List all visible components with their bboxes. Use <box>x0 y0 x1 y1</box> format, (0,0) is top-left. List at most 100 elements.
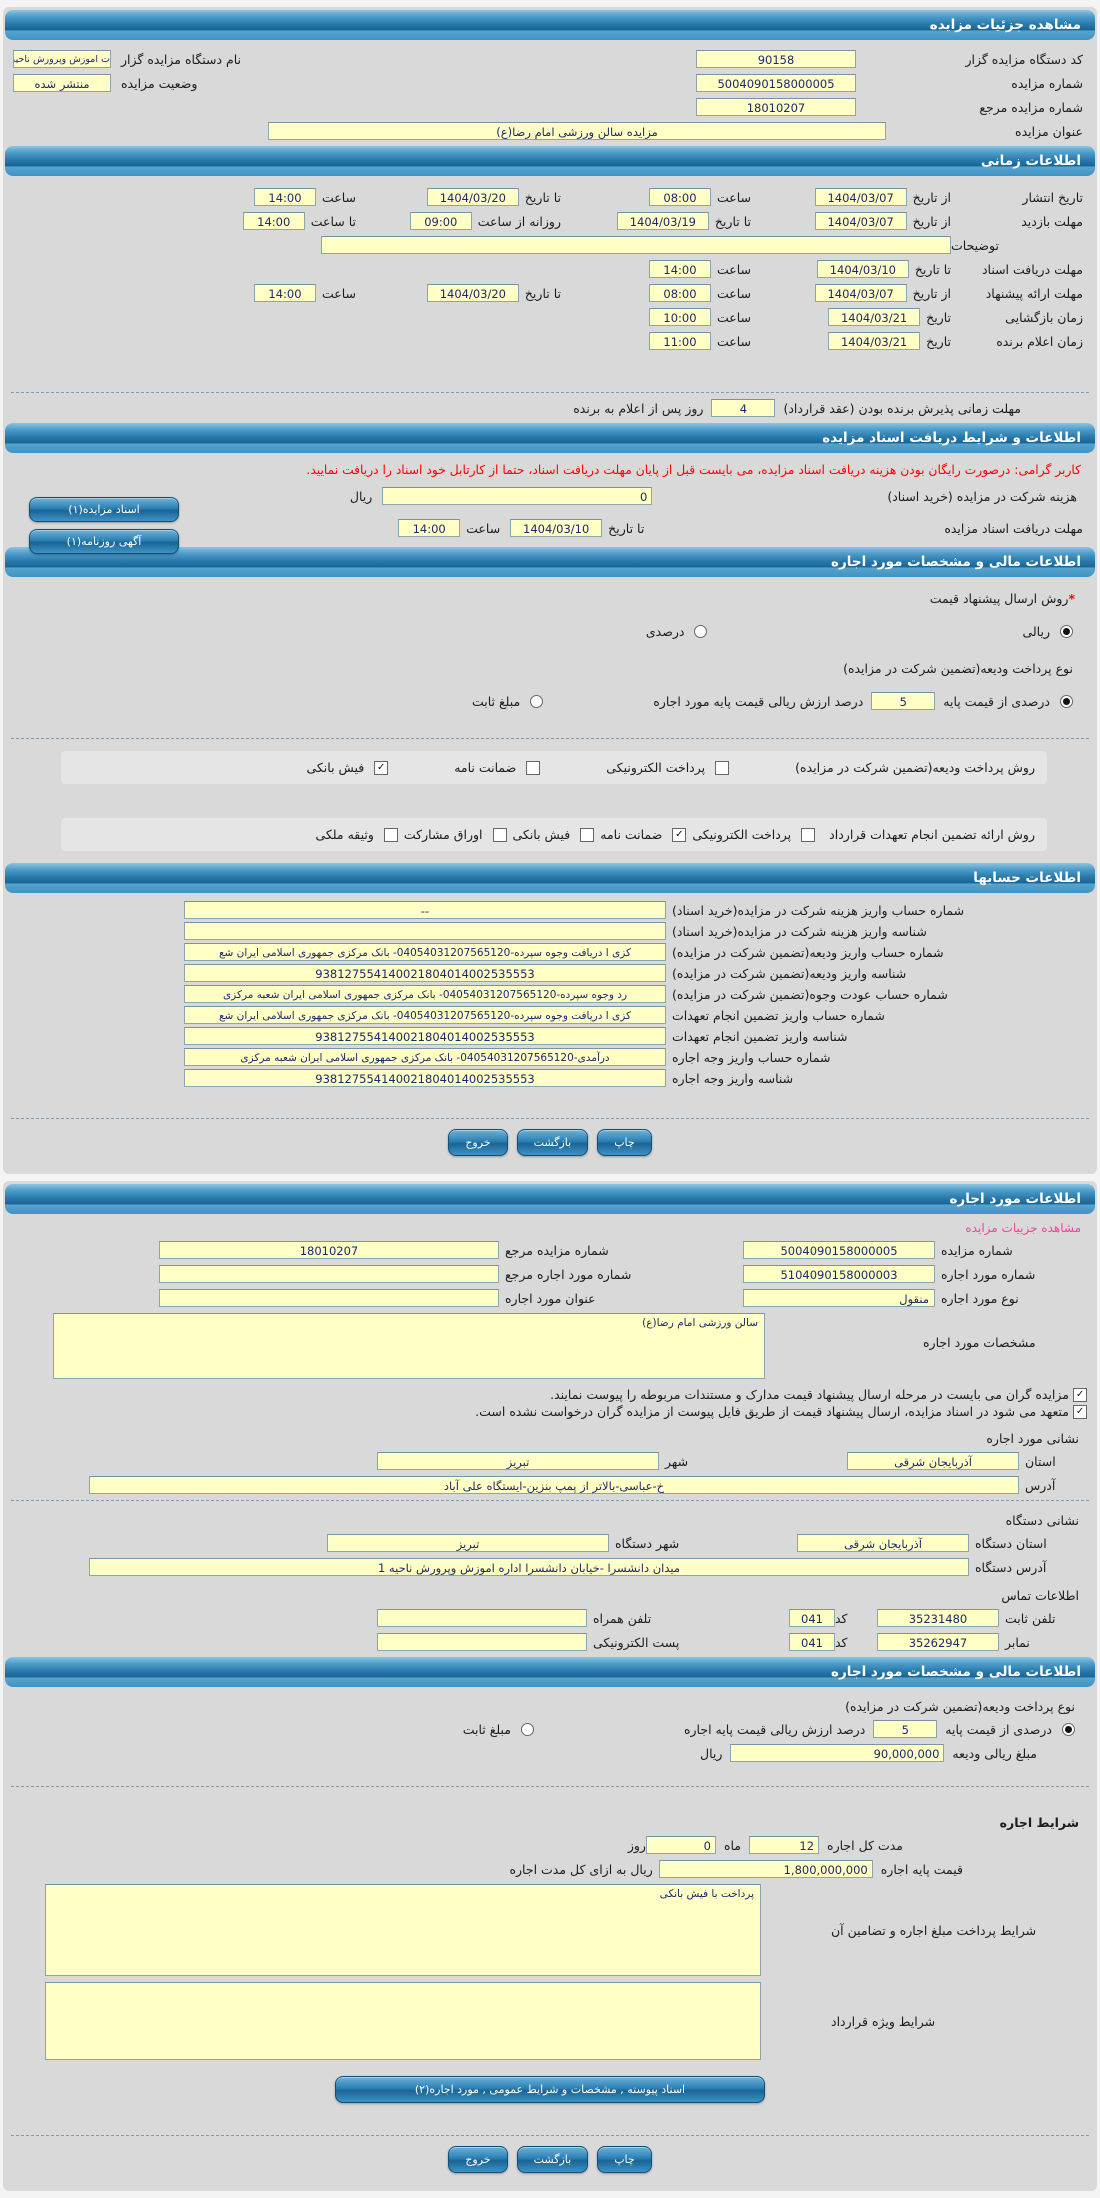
print-button-bottom[interactable]: چاپ <box>597 2146 652 2173</box>
visit-from-date-field[interactable]: 1404/03/07 <box>814 212 907 230</box>
auction-documents-button[interactable]: اسناد مزایده(۱) <box>29 497 179 522</box>
winner-date-field[interactable]: 1404/03/21 <box>828 332 921 350</box>
docs-receive-time-field[interactable]: 14:00 <box>398 519 461 537</box>
item-fixed-amount-radio[interactable] <box>520 1722 534 1736</box>
lease-months-field[interactable]: 12 <box>749 1836 820 1854</box>
print-button[interactable]: چاپ <box>597 1129 652 1156</box>
offer-from-time-field[interactable]: 08:00 <box>648 284 711 302</box>
publish-to-date-field[interactable]: 1404/03/20 <box>426 188 519 206</box>
publish-from-time-field[interactable]: 08:00 <box>648 188 711 206</box>
item-title-field[interactable] <box>159 1289 499 1307</box>
lease-days-field[interactable]: 0 <box>645 1836 716 1854</box>
exit-button-bottom[interactable]: خروج <box>448 2146 508 2173</box>
offer-deadline-row: مهلت ارائه پیشنهاد از تاریخ 1404/03/07 سا… <box>13 284 1083 302</box>
pay-terms-textarea[interactable]: پرداخت با فیش بانکی <box>45 1884 761 1976</box>
perf-epay-checkbox[interactable] <box>801 827 816 842</box>
auction-no-field[interactable]: 5004090158000005 <box>696 74 856 92</box>
docs-receive-date-field[interactable]: 1404/03/10 <box>510 519 603 537</box>
item-type-field[interactable]: منقول <box>743 1289 935 1307</box>
account-row-field[interactable]: -- <box>184 901 666 919</box>
item-spec-textarea[interactable]: سالن ورزشی امام رضا(ع) <box>53 1313 765 1379</box>
exit-button[interactable]: خروج <box>448 1129 508 1156</box>
participation-bonds-checkbox[interactable] <box>492 827 507 842</box>
device-address-field[interactable]: میدان دانشسرا -خیابان دانشسرا اداره اموز… <box>89 1558 969 1576</box>
fixed-amount-radio[interactable] <box>530 694 544 708</box>
account-row: شناسه واریز هزینه شرکت در مزایده(خرید اس… <box>13 922 1087 940</box>
performance-guarantee-label: روش ارائه تضمین انجام تعهدات قرارداد <box>829 827 1035 842</box>
email-field[interactable] <box>377 1633 587 1651</box>
percent-of-base-radio[interactable] <box>1060 694 1073 708</box>
device-code-label: کد دستگاه مزایده گزار <box>965 51 1083 67</box>
back-button[interactable]: بازگشت <box>516 1129 589 1156</box>
publish-to-time-field[interactable]: 14:00 <box>253 188 316 206</box>
deposit-amount-row: مبلغ ریالی ودیعه 90,000,000 ریال <box>13 1744 1083 1762</box>
city-field[interactable]: تبریز <box>377 1452 659 1470</box>
account-row-field[interactable]: کزی ا دریافت وجوه سپرده-0405403120756512… <box>184 943 666 961</box>
item-ref-no-field[interactable]: 18010207 <box>159 1241 499 1259</box>
deposit-amount-field[interactable]: 90,000,000 <box>730 1744 945 1762</box>
no-file-offer-checkbox[interactable] <box>1073 1404 1087 1419</box>
rial-option-radio[interactable] <box>1060 625 1073 638</box>
item-type-row: نوع مورد اجاره منقول عنوان مورد اجاره <box>13 1289 1083 1307</box>
visit-to-date-field[interactable]: 1404/03/19 <box>616 212 709 230</box>
address-field[interactable]: خ-عباسی-بالاتر از پمپ بنزین-ایستگاه علی … <box>89 1476 1019 1494</box>
visit-daily-from-field[interactable]: 09:00 <box>409 212 472 230</box>
epay-checkbox[interactable] <box>715 760 730 775</box>
account-row-field[interactable]: کزی ا دریافت وجوه سپرده-0405403120756512… <box>184 1006 666 1024</box>
account-row-field[interactable]: رد وجوه سپرده-04054031207565120- بانک مر… <box>184 985 666 1003</box>
attach-docs-checkbox[interactable] <box>1073 1387 1087 1402</box>
guarantee-letter-checkbox[interactable] <box>526 760 541 775</box>
province-field[interactable]: آذربایجان شرقی <box>847 1452 1019 1470</box>
account-row-field[interactable]: 938127554140021804014002535553 <box>184 964 666 982</box>
perf-guarantee-letter-checkbox[interactable] <box>672 827 687 842</box>
item-percent-of-base-radio[interactable] <box>1062 1722 1075 1736</box>
special-terms-textarea[interactable] <box>45 1982 761 2060</box>
opening-time-field[interactable]: 10:00 <box>648 308 711 326</box>
opening-date-field[interactable]: 1404/03/21 <box>828 308 921 326</box>
back-button-bottom[interactable]: بازگشت <box>516 2146 589 2173</box>
mobile-field[interactable] <box>377 1609 587 1627</box>
fax-code-field[interactable]: 041 <box>789 1633 835 1651</box>
percent-option-radio[interactable] <box>694 625 708 638</box>
special-terms-row: شرایط ویژه قرارداد <box>13 1982 1083 2060</box>
phone-field[interactable]: 35231480 <box>877 1609 999 1627</box>
auction-ref-field[interactable]: 18010207 <box>696 98 856 116</box>
account-row-field[interactable] <box>184 922 666 940</box>
fax-field[interactable]: 35262947 <box>877 1633 999 1651</box>
perf-bank-receipt-checkbox[interactable] <box>580 827 595 842</box>
item-deposit-percent-field[interactable]: 5 <box>873 1720 938 1738</box>
account-row-field[interactable]: 938127554140021804014002535553 <box>184 1027 666 1045</box>
bank-receipt-checkbox[interactable] <box>374 760 389 775</box>
account-row: شماره حساب واریز تضمین انجام تعهدات کزی … <box>13 1006 1087 1024</box>
visit-daily-to-field[interactable]: 14:00 <box>242 212 305 230</box>
docs-deadline-time-field[interactable]: 14:00 <box>648 260 711 278</box>
view-auction-details-link[interactable]: مشاهده جزییات مزایده <box>965 1221 1081 1235</box>
winner-time-field[interactable]: 11:00 <box>648 332 711 350</box>
lease-terms-section-label: شرایط اجاره <box>999 1815 1079 1830</box>
docs-deadline-date-field[interactable]: 1404/03/10 <box>816 260 909 278</box>
item-no-field[interactable]: 5104090158000003 <box>743 1265 935 1283</box>
deposit-percent-field[interactable]: 5 <box>871 692 936 710</box>
item-auction-no-field[interactable]: 5004090158000005 <box>743 1241 935 1259</box>
device-address-row: آدرس دستگاه میدان دانشسرا -خیابان دانشسر… <box>13 1558 1083 1576</box>
account-row-field[interactable]: درآمدی-04054031207565120- بانک مرکزی جمه… <box>184 1048 666 1066</box>
device-province-field[interactable]: آذربایجان شرقی <box>797 1534 969 1552</box>
device-code-field[interactable]: 90158 <box>696 50 856 68</box>
winner-accept-days-field[interactable]: 4 <box>711 399 776 417</box>
offer-from-date-field[interactable]: 1404/03/07 <box>814 284 907 302</box>
description-field[interactable] <box>321 236 951 254</box>
property-collateral-checkbox[interactable] <box>383 827 398 842</box>
publish-from-date-field[interactable]: 1404/03/07 <box>814 188 907 206</box>
base-price-field[interactable]: 1,800,000,000 <box>658 1860 873 1878</box>
attached-docs-button[interactable]: اسناد پیوسته , مشخصات و شرایط عمومی , مو… <box>335 2076 765 2103</box>
newspaper-ad-button[interactable]: آگهی روزنامه(۱) <box>29 529 179 554</box>
phone-code-field[interactable]: 041 <box>789 1609 835 1627</box>
account-row-field[interactable]: 938127554140021804014002535553 <box>184 1069 666 1087</box>
device-name-field[interactable]: ت اموزش وپرورش ناحیه 1 <box>13 50 111 68</box>
offer-to-time-field[interactable]: 14:00 <box>253 284 316 302</box>
offer-to-date-field[interactable]: 1404/03/20 <box>426 284 519 302</box>
item-ref-field[interactable] <box>159 1265 499 1283</box>
participation-fee-field[interactable]: 0 <box>382 487 653 505</box>
auction-title-field[interactable]: مزایده سالن ورزشی امام رضا(ع) <box>268 122 886 140</box>
device-city-field[interactable]: تبریز <box>327 1534 609 1552</box>
